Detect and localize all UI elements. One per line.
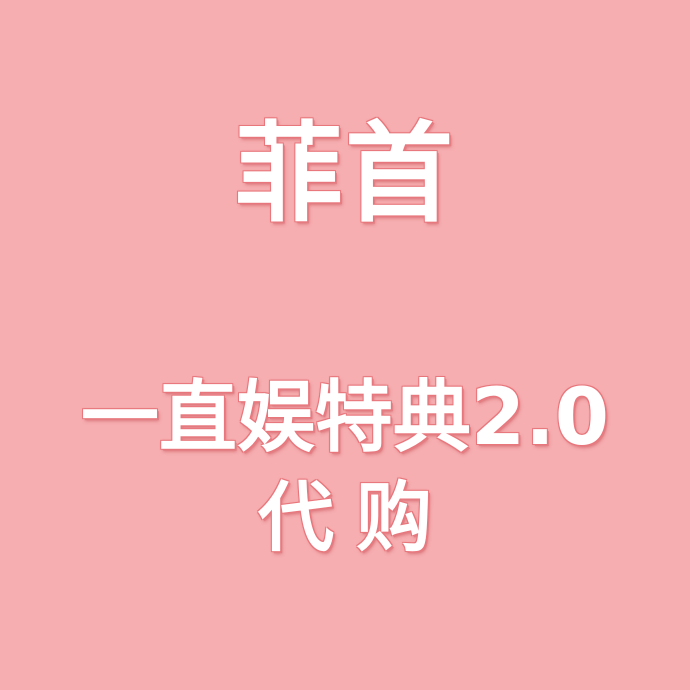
poster-subtitle-line-2: 代购 (258, 473, 454, 562)
poster-subtitle-line-1: 一直娱特典2.0 (80, 373, 610, 463)
poster-title: 菲首 (234, 112, 455, 237)
